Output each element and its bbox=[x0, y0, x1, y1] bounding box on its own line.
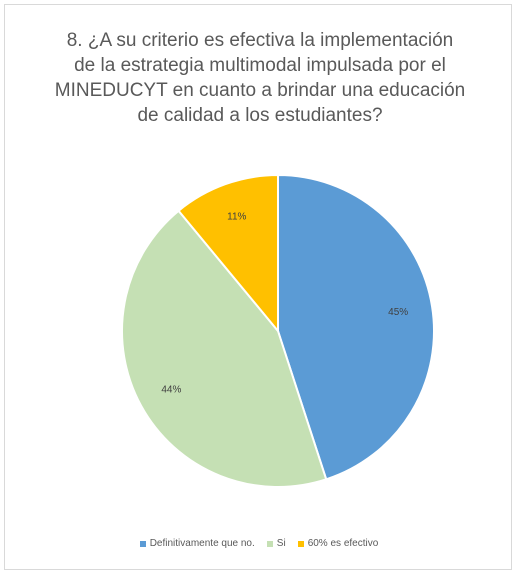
data-label-1: 44% bbox=[161, 385, 181, 396]
legend-swatch-si bbox=[266, 540, 273, 547]
legend-item-60-efectivo: 60% es efectivo bbox=[297, 538, 379, 549]
pie-slice-2 bbox=[177, 173, 279, 334]
chart-title: 8. ¿A su criterio es efectiva la impleme… bbox=[30, 28, 490, 128]
legend-swatch-definitivamente bbox=[139, 540, 146, 547]
pie-slice-0 bbox=[277, 173, 435, 481]
legend-swatch-60-efectivo bbox=[297, 540, 304, 547]
legend: Definitivamente que no. Si 60% es efecti… bbox=[0, 538, 518, 549]
title-line-1: 8. ¿A su criterio es efectiva la impleme… bbox=[66, 30, 454, 51]
legend-label-si: Si bbox=[276, 538, 286, 549]
title-line-4: de calidad a los estudiantes? bbox=[137, 105, 383, 126]
title-line-3: MINEDUCYT en cuanto a brindar una educac… bbox=[54, 80, 466, 101]
pie-slice-1 bbox=[121, 209, 328, 488]
legend-item-definitivamente: Definitivamente que no. bbox=[139, 538, 255, 549]
legend-label-60-efectivo: 60% es efectivo bbox=[307, 538, 379, 549]
title-line-2: de la estrategia multimodal impulsada po… bbox=[74, 55, 446, 76]
data-label-2: 11% bbox=[227, 212, 246, 223]
legend-label-definitivamente: Definitivamente que no. bbox=[149, 538, 255, 549]
legend-item-si: Si bbox=[266, 538, 286, 549]
data-label-0: 45% bbox=[388, 307, 408, 318]
